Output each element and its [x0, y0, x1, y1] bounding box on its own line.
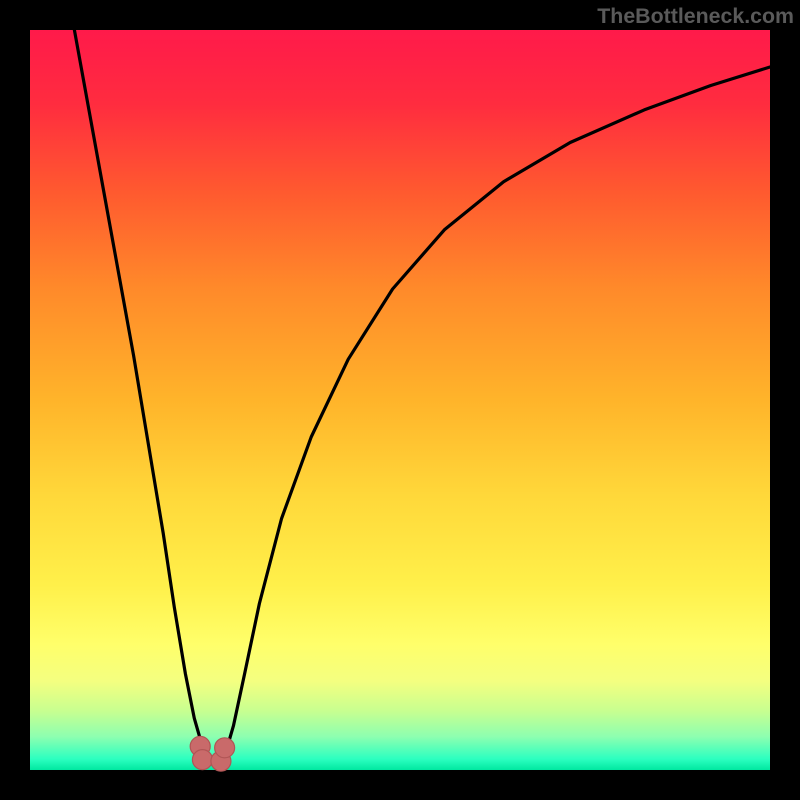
watermark-text: TheBottleneck.com — [597, 4, 794, 29]
bottom-marker — [215, 738, 235, 758]
bottleneck-curve — [74, 30, 770, 766]
bottom-marker-group — [190, 736, 234, 771]
plot-area — [30, 30, 770, 770]
bottom-marker — [192, 750, 212, 770]
chart-svg — [30, 30, 770, 770]
chart-container: TheBottleneck.com — [0, 0, 800, 800]
